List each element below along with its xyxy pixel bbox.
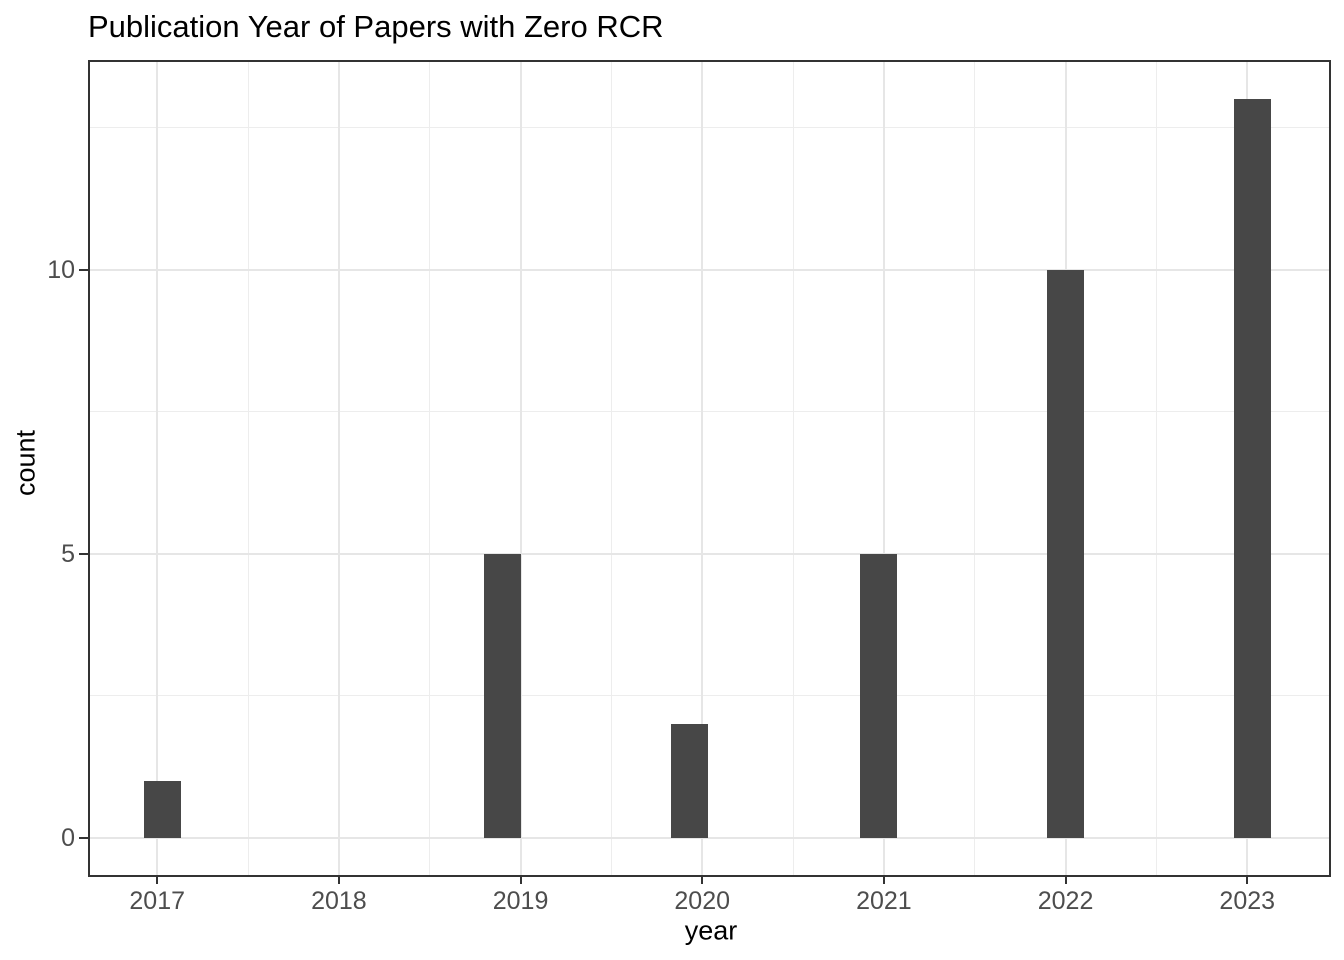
bar-2020	[670, 724, 709, 839]
y-major-gridline	[90, 268, 1329, 271]
y-tick-mark-10	[79, 268, 88, 271]
x-major-gridline	[701, 62, 704, 875]
x-minor-gridline	[247, 62, 249, 875]
bar-2023	[1233, 98, 1272, 839]
bar-2022	[1046, 269, 1085, 839]
y-minor-gridline	[90, 695, 1329, 697]
x-tick-label-2017: 2017	[129, 887, 186, 915]
x-tick-mark-2020	[701, 875, 704, 884]
x-tick-label-2020: 2020	[674, 887, 731, 915]
x-tick-label-2018: 2018	[311, 887, 367, 915]
x-axis-title: year	[684, 915, 738, 946]
y-major-gridline	[90, 552, 1329, 555]
x-minor-gridline	[974, 62, 976, 875]
x-tick-mark-2021	[882, 875, 885, 884]
x-minor-gridline	[610, 62, 612, 875]
y-minor-gridline	[90, 126, 1329, 128]
x-major-gridline	[882, 62, 885, 875]
y-minor-gridline	[90, 411, 1329, 413]
y-axis-title: count	[10, 429, 41, 497]
x-minor-gridline	[429, 62, 431, 875]
x-major-gridline	[156, 62, 159, 875]
x-minor-gridline	[1155, 62, 1157, 875]
y-tick-label-5: 5	[61, 539, 75, 568]
x-tick-label-2023: 2023	[1219, 887, 1276, 915]
y-tick-label-10: 10	[47, 255, 75, 284]
x-tick-mark-2023	[1246, 875, 1249, 884]
chart-title: Publication Year of Papers with Zero RCR	[88, 9, 664, 44]
y-tick-label-0: 0	[61, 824, 75, 853]
x-tick-label-2022: 2022	[1037, 887, 1094, 915]
x-tick-label-2019: 2019	[492, 887, 549, 915]
y-major-gridline	[90, 837, 1329, 840]
x-tick-mark-2022	[1064, 875, 1067, 884]
bar-2017	[143, 781, 182, 839]
y-tick-mark-0	[79, 837, 88, 840]
panel-border	[88, 60, 1331, 877]
y-tick-mark-5	[79, 552, 88, 555]
x-tick-mark-2019	[519, 875, 522, 884]
bar-2019	[483, 553, 522, 839]
bar-2021	[859, 553, 898, 839]
x-major-gridline	[337, 62, 340, 875]
x-major-gridline	[519, 62, 522, 875]
x-minor-gridline	[792, 62, 794, 875]
x-tick-label-2021: 2021	[856, 887, 912, 915]
plot-panel: 2017 2018 2019 2020 2021 2022 2023 0 5 10	[47, 60, 1331, 914]
x-tick-mark-2017	[156, 875, 159, 884]
x-tick-mark-2018	[337, 875, 340, 884]
